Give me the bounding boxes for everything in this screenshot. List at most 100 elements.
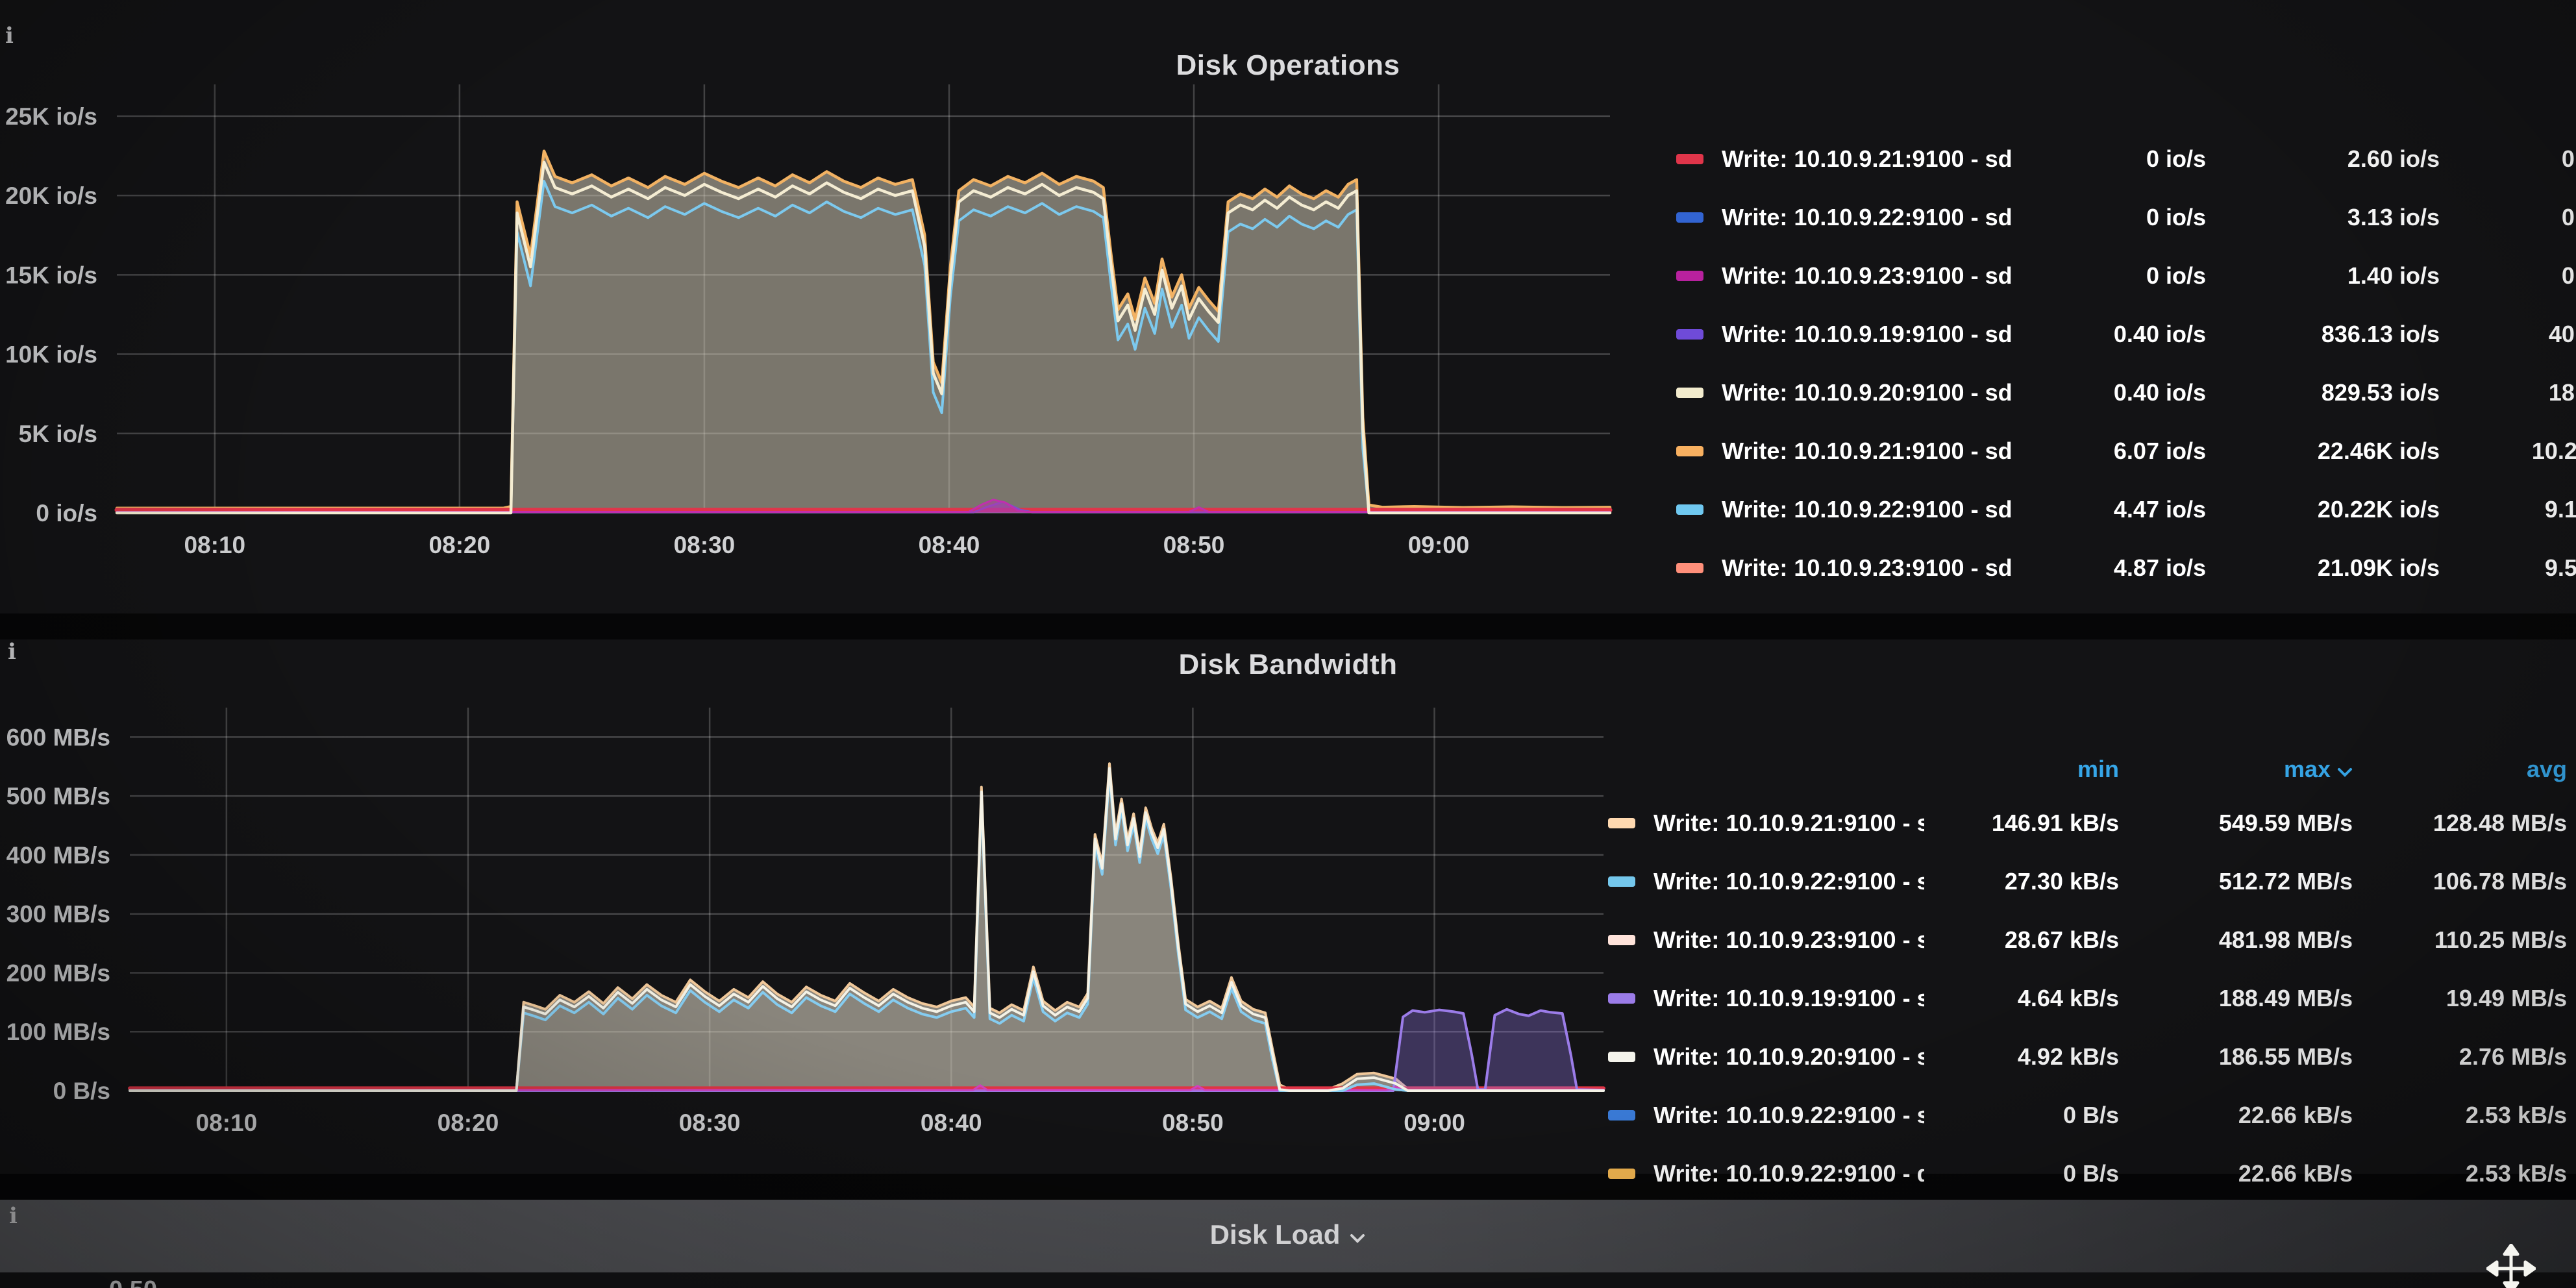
legend-max-value: 1.40 io/s: [2347, 262, 2440, 289]
legend-series-color[interactable]: [1608, 1169, 1635, 1179]
legend-series-name[interactable]: Write: 10.10.9.22:9100 - dm-0: [1653, 1160, 1924, 1187]
legend-min-value: 0 B/s: [2062, 1102, 2119, 1128]
legend-series-name[interactable]: Write: 10.10.9.22:9100 - sda: [1722, 204, 2011, 230]
x-tick-label: 08:50: [1162, 1109, 1224, 1136]
series-line-write-10.10.9.20-sdb: [115, 160, 1612, 515]
legend-max-value: 186.55 MB/s: [2218, 1043, 2353, 1070]
legend-series-name[interactable]: Write: 10.10.9.23:9100 - sdb: [1653, 926, 1924, 953]
legend-series-name[interactable]: Write: 10.10.9.22:9100 - sda: [1653, 1102, 1924, 1128]
legend-series-name[interactable]: Write: 10.10.9.19:9100 - sdb: [1722, 321, 2011, 347]
disk-bandwidth-chart[interactable]: 0 B/s 100 MB/s 200 MB/s 300 MB/s 400 MB/s 500…: [0, 639, 1636, 1174]
legend-row: Write: 10.10.9.22:9100 - sda 0 B/s 22.66 k…: [1594, 1095, 2576, 1135]
panel-title-disk-operations[interactable]: Disk Operations: [1176, 49, 1400, 81]
legend-min-value: 28.67 kB/s: [2004, 926, 2119, 953]
disk-bandwidth-legend: min max avg Write: 10.10.9.21:9100 - sdb…: [1594, 639, 2576, 1187]
legend-avg-value: 2.76 MB/s: [2458, 1043, 2567, 1070]
legend-max-value: 481.98 MB/s: [2218, 926, 2353, 953]
legend-min-value: 6.07 io/s: [2113, 438, 2206, 464]
legend-header-avg[interactable]: avg: [2526, 756, 2567, 782]
legend-avg-value: 9.53K io/s: [2544, 554, 2576, 581]
y-tick-label: 400 MB/s: [6, 842, 110, 869]
legend-series-name[interactable]: Write: 10.10.9.21:9100 - sdb: [1653, 810, 1924, 836]
legend-series-name[interactable]: Write: 10.10.9.23:9100 - sdb: [1722, 554, 2011, 581]
legend-avg-value: 18.01 io/s: [2548, 379, 2576, 406]
legend-row: Write: 10.10.9.23:9100 - sdb 4.87 io/s 21.…: [1662, 548, 2576, 588]
x-tick-label: 08:10: [184, 532, 245, 558]
legend-row: Write: 10.10.9.21:9100 - sda 0 io/s 2.60 i…: [1662, 139, 2576, 179]
legend-avg-value: 106.78 MB/s: [2433, 868, 2567, 895]
legend-row: Write: 10.10.9.20:9100 - sdb 0.40 io/s 829…: [1662, 373, 2576, 413]
legend-series-color[interactable]: [1608, 818, 1635, 828]
panel-title-disk-load[interactable]: Disk Load: [0, 1219, 2576, 1250]
x-tick-label: 08:20: [438, 1109, 499, 1136]
x-tick-label: 09:00: [1404, 1109, 1465, 1136]
legend-series-color[interactable]: [1676, 563, 1703, 573]
legend-series-color[interactable]: [1676, 388, 1703, 398]
series-line-write-10.10.9.21-sdb: [129, 762, 1605, 1092]
panel-title-disk-bandwidth[interactable]: Disk Bandwidth: [1178, 649, 1398, 680]
x-tick-label: 09:00: [1408, 532, 1470, 558]
info-icon[interactable]: i: [9, 1203, 18, 1229]
disk-operations-chart[interactable]: 0 io/s 5K io/s 10K io/s 15K io/s 20K io/s 25K…: [0, 0, 1636, 613]
legend-header-min[interactable]: min: [2077, 756, 2119, 782]
legend-row: Write: 10.10.9.22:9100 - dm-0 0 B/s 22.66 …: [1594, 1154, 2576, 1194]
y-tick-label: 500 MB/s: [6, 783, 110, 810]
y-tick-label: 0 io/s: [36, 500, 97, 526]
legend-row: Write: 10.10.9.21:9100 - sdb 6.07 io/s 22.…: [1662, 431, 2576, 471]
y-tick-label: 600 MB/s: [6, 724, 110, 750]
legend-min-value: 4.87 io/s: [2113, 554, 2206, 581]
legend-series-color[interactable]: [1608, 993, 1635, 1004]
x-tick-label: 08:20: [429, 532, 491, 558]
legend-row: Write: 10.10.9.19:9100 - sdb 0.40 io/s 836…: [1662, 314, 2576, 354]
legend-row: Write: 10.10.9.21:9100 - sdb 146.91 kB/s 5…: [1594, 803, 2576, 843]
legend-series-color[interactable]: [1608, 876, 1635, 887]
legend-series-color[interactable]: [1676, 446, 1703, 456]
legend-series-name[interactable]: Write: 10.10.9.22:9100 - sdb: [1722, 496, 2011, 523]
legend-series-name[interactable]: Write: 10.10.9.22:9100 - sdb: [1653, 868, 1924, 895]
legend-min-value: 0.40 io/s: [2113, 379, 2206, 406]
legend-max-value: 512.72 MB/s: [2218, 868, 2353, 895]
legend-series-color[interactable]: [1608, 935, 1635, 945]
series-fill-write-10.10.9.21-sdb: [130, 763, 1604, 1091]
x-tick-label: 08:30: [674, 532, 736, 558]
info-icon[interactable]: i: [5, 23, 14, 49]
legend-min-value: 0 io/s: [2146, 262, 2206, 289]
legend-header-max[interactable]: max: [2119, 756, 2353, 783]
legend-min-value: 146.91 kB/s: [1991, 810, 2119, 836]
legend-row: Write: 10.10.9.22:9100 - sdb 27.30 kB/s 51…: [1594, 861, 2576, 902]
legend-series-color[interactable]: [1608, 1052, 1635, 1062]
legend-min-value: 0 B/s: [2062, 1160, 2119, 1187]
disk-load-axis-value: 0.50: [109, 1276, 157, 1288]
series-fill-write-10.10.9.19-sdb: [130, 1009, 1604, 1091]
info-icon[interactable]: i: [8, 639, 16, 665]
legend-max-value: 20.22K io/s: [2317, 496, 2440, 523]
panel-disk-operations: i Disk Operations 0 io/s 5K io/s 10K io/s 1…: [0, 0, 2576, 613]
disk-load-header-band[interactable]: [0, 1200, 2576, 1272]
series-line-write-10.10.9.23-sda: [129, 1084, 1605, 1091]
y-tick-label: 100 MB/s: [6, 1019, 110, 1045]
legend-series-color[interactable]: [1676, 504, 1703, 515]
legend-series-name[interactable]: Write: 10.10.9.20:9100 - sdb: [1722, 379, 2011, 406]
legend-max-value: 2.60 io/s: [2347, 145, 2440, 172]
legend-series-name[interactable]: Write: 10.10.9.20:9100 - sdb: [1653, 1043, 1924, 1070]
legend-avg-value: 19.49 MB/s: [2446, 985, 2567, 1011]
legend-min-value: 4.64 kB/s: [2017, 985, 2119, 1011]
legend-avg-value: 9.18K io/s: [2544, 496, 2576, 523]
legend-series-name[interactable]: Write: 10.10.9.21:9100 - sda: [1722, 145, 2011, 172]
legend-header: min max avg: [1594, 755, 2576, 784]
legend-series-color[interactable]: [1676, 212, 1703, 223]
legend-max-value: 22.46K io/s: [2317, 438, 2440, 464]
legend-series-name[interactable]: Write: 10.10.9.23:9100 - sda: [1722, 262, 2011, 289]
legend-series-name[interactable]: Write: 10.10.9.19:9100 - sdb: [1653, 985, 1924, 1011]
panel-divider: [0, 613, 2576, 639]
series-line-write-10.10.9.22-sdb: [116, 180, 1611, 514]
legend-series-color[interactable]: [1676, 329, 1703, 340]
legend-row: Write: 10.10.9.23:9100 - sdb 28.67 kB/s 48…: [1594, 920, 2576, 960]
legend-series-color[interactable]: [1676, 154, 1703, 164]
series-line-write-10.10.9.23-sda: [116, 499, 1611, 513]
legend-series-color[interactable]: [1676, 271, 1703, 281]
legend-series-color[interactable]: [1608, 1110, 1635, 1121]
legend-avg-value: 2.53 kB/s: [2465, 1102, 2567, 1128]
legend-min-value: 0.40 io/s: [2113, 321, 2206, 347]
legend-series-name[interactable]: Write: 10.10.9.21:9100 - sdb: [1722, 438, 2011, 464]
